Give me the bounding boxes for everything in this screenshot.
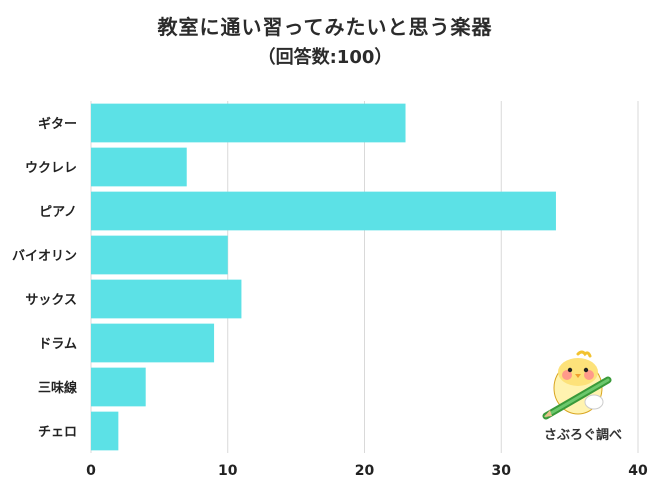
category-label: サックス [25,293,77,308]
x-tick-label: 40 [628,463,648,479]
category-label: ギター [38,116,77,132]
bar [91,147,187,187]
bar [91,411,119,451]
x-tick-label: 20 [355,463,375,479]
bar [91,367,146,407]
category-label: ウクレレ [25,161,77,176]
bird-mascot-icon [542,350,612,420]
category-label: ピアノ [39,205,77,220]
category-label: ドラム [38,337,77,352]
chart-title: 教室に通い習ってみたいと思う楽器 [157,15,493,39]
category-label: チェロ [38,425,77,440]
source-watermark: さぶろぐ調べ [543,428,622,443]
x-tick-label: 10 [218,463,238,479]
x-tick-label: 30 [492,463,512,479]
category-label: 三味線 [38,380,78,396]
bar [91,235,228,275]
chart-subtitle: （回答数:100） [257,47,393,68]
bar [91,323,215,363]
bar [91,103,406,143]
bar [91,279,242,319]
bar [91,191,556,231]
category-label: バイオリン [12,249,77,264]
x-tick-label: 0 [86,463,96,479]
